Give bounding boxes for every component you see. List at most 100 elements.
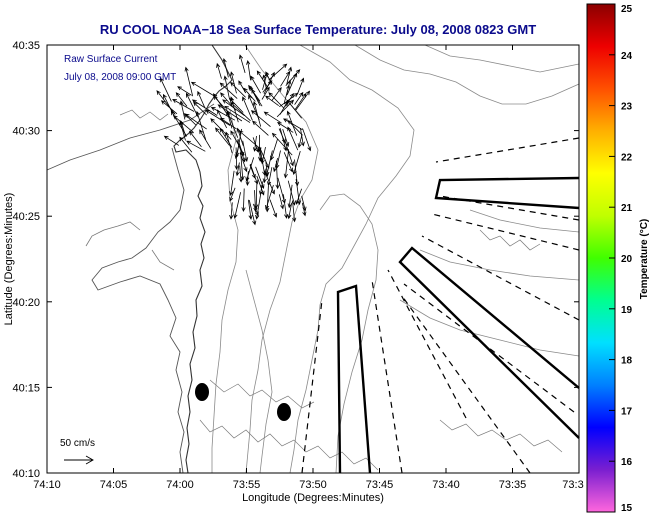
noisy-contours [119, 109, 563, 471]
current-vector [238, 165, 243, 183]
current-vector [193, 101, 207, 116]
current-vector [177, 86, 192, 96]
current-vector [271, 132, 293, 156]
current-vector [297, 134, 303, 149]
current-vector [170, 110, 188, 137]
plot-area [47, 45, 579, 473]
current-vector [283, 194, 289, 219]
surface-current-vectors [156, 54, 312, 226]
colorbar-ticks: 25 24 23 22 21 20 19 18 17 16 15 [609, 3, 633, 514]
current-vector [163, 135, 180, 146]
current-vector [210, 118, 232, 140]
colorbar-label: Temperature (°C) [639, 219, 650, 300]
radar-wedges [301, 137, 580, 474]
current-vector [283, 118, 303, 130]
x-tick-label: 73:55 [233, 479, 261, 491]
current-vector [229, 170, 235, 197]
current-vector [229, 98, 244, 113]
current-vector [295, 188, 302, 205]
current-vector [285, 69, 301, 86]
current-vector [286, 110, 298, 136]
current-vector [286, 66, 293, 85]
colorbar-tick-label: 22 [621, 152, 633, 163]
x-tick-label: 73:40 [432, 479, 460, 491]
current-vector [245, 170, 250, 187]
colorbar-tick-label: 15 [621, 503, 633, 514]
chart-title: RU COOL NOAA−18 Sea Surface Temperature:… [100, 22, 536, 37]
x-tick-label: 73:45 [366, 479, 394, 491]
y-tick-label: 40:30 [12, 126, 40, 138]
current-vector [215, 127, 230, 146]
y-tick-label: 40:10 [12, 468, 40, 480]
current-vector [265, 95, 279, 107]
current-vector [220, 92, 237, 111]
current-vector [265, 71, 273, 85]
current-vector [262, 168, 267, 184]
current-vector [222, 58, 229, 78]
current-vector [258, 148, 263, 162]
x-tick-label: 74:00 [166, 479, 194, 491]
bay-shoreline [91, 147, 185, 474]
y-tick-label: 40:35 [12, 40, 40, 52]
current-vector [236, 140, 246, 163]
current-vector [179, 136, 193, 153]
river-inlet [85, 221, 175, 271]
current-vector [252, 101, 262, 127]
current-vector [287, 119, 303, 136]
current-vector [277, 121, 294, 133]
current-vector [241, 188, 246, 213]
current-vector [255, 194, 261, 220]
current-vector [268, 63, 288, 81]
current-vector [235, 162, 240, 177]
x-tick-label: 74:05 [100, 479, 128, 491]
current-vector [283, 152, 293, 173]
x-tick-label: 74:10 [33, 479, 61, 491]
current-vector [265, 184, 274, 210]
current-vector [234, 144, 240, 160]
colorbar-tick-label: 20 [621, 254, 633, 265]
colorbar-tick-label: 16 [621, 457, 633, 468]
current-vector [256, 175, 265, 196]
current-vector [237, 138, 245, 157]
current-vector [287, 202, 293, 220]
colorbar-tick-label: 18 [621, 356, 633, 367]
current-vector [292, 200, 297, 223]
current-vector [271, 87, 282, 102]
current-vector [234, 147, 239, 171]
current-vector [238, 130, 261, 150]
current-vector [213, 95, 225, 109]
current-vector [252, 137, 259, 153]
current-vector [238, 80, 247, 94]
x-tick-label: 73:35 [499, 479, 527, 491]
current-vector [287, 184, 293, 209]
y-axis-ticks: 40:35 40:30 40:25 40:20 40:15 40:10 [12, 40, 579, 480]
current-vector [248, 199, 253, 220]
current-vector [172, 99, 195, 112]
current-vector [253, 190, 258, 213]
current-vector [219, 82, 238, 99]
current-vector [267, 167, 273, 187]
current-vector [283, 149, 289, 179]
x-axis-ticks: 74:10 74:05 74:00 73:55 73:50 73:45 73:40 73:35… [33, 45, 584, 491]
plot-content: Raw Surface Current July 08, 2008 09:00 … [46, 44, 580, 474]
x-axis-label: Longitude (Degrees:Minutes) [242, 492, 384, 504]
current-vector [292, 150, 301, 175]
current-vector [295, 90, 311, 111]
scale-arrow-head [85, 455, 94, 465]
current-vector [189, 130, 202, 147]
annotation-time: July 08, 2008 09:00 GMT [64, 72, 176, 83]
current-vector [239, 54, 246, 74]
current-vector [197, 90, 206, 109]
current-vector [279, 128, 288, 152]
current-vector [294, 159, 300, 187]
colorbar-tick-label: 17 [621, 406, 633, 417]
current-vector [275, 160, 280, 190]
current-vector [297, 77, 305, 94]
coastline [173, 44, 233, 474]
current-vector [249, 163, 259, 185]
current-vector [226, 110, 233, 129]
current-vector [300, 128, 305, 147]
radar-wedges-solid [336, 176, 580, 474]
current-vector [275, 150, 281, 170]
current-vector [250, 110, 271, 128]
